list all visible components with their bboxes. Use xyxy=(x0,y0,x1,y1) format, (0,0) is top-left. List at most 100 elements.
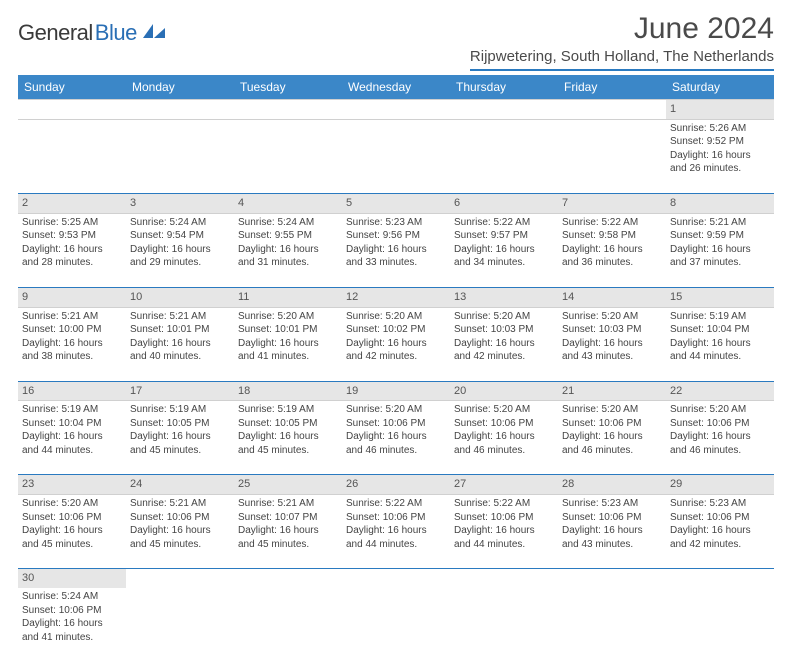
day-number: 6 xyxy=(450,193,558,213)
day-cell: Sunrise: 5:24 AMSunset: 9:55 PMDaylight:… xyxy=(234,213,342,287)
day-cell: Sunrise: 5:19 AMSunset: 10:05 PMDaylight… xyxy=(126,401,234,475)
daylight-text: Daylight: 16 hours xyxy=(346,524,446,538)
day-cell: Sunrise: 5:22 AMSunset: 9:57 PMDaylight:… xyxy=(450,213,558,287)
daylight-text: Daylight: 16 hours xyxy=(454,337,554,351)
day-cell: Sunrise: 5:24 AMSunset: 9:54 PMDaylight:… xyxy=(126,213,234,287)
sunrise-text: Sunrise: 5:20 AM xyxy=(562,310,662,324)
day-cell: Sunrise: 5:19 AMSunset: 10:04 PMDaylight… xyxy=(18,401,126,475)
sunset-text: Sunset: 9:55 PM xyxy=(238,229,338,243)
daylight-text: and 26 minutes. xyxy=(670,162,770,176)
sunset-text: Sunset: 10:06 PM xyxy=(22,511,122,525)
daylight-text: Daylight: 16 hours xyxy=(130,430,230,444)
daylight-text: Daylight: 16 hours xyxy=(238,430,338,444)
daynum-row: 23242526272829 xyxy=(18,475,774,495)
sunrise-text: Sunrise: 5:20 AM xyxy=(22,497,122,511)
day-number xyxy=(18,100,126,120)
sunset-text: Sunset: 9:59 PM xyxy=(670,229,770,243)
sunset-text: Sunset: 10:01 PM xyxy=(130,323,230,337)
daylight-text: and 45 minutes. xyxy=(130,538,230,552)
day-number: 19 xyxy=(342,381,450,401)
calendar-page: General Blue June 2024 Rijpwetering, Sou… xyxy=(0,0,792,662)
daylight-text: and 31 minutes. xyxy=(238,256,338,270)
sunrise-text: Sunrise: 5:20 AM xyxy=(454,403,554,417)
day-cell: Sunrise: 5:21 AMSunset: 10:01 PMDaylight… xyxy=(126,307,234,381)
sunrise-text: Sunrise: 5:23 AM xyxy=(346,216,446,230)
day-number: 23 xyxy=(18,475,126,495)
sunset-text: Sunset: 10:05 PM xyxy=(238,417,338,431)
page-header: General Blue June 2024 Rijpwetering, Sou… xyxy=(18,12,774,71)
daylight-text: Daylight: 16 hours xyxy=(670,524,770,538)
day-number xyxy=(666,569,774,588)
day-number: 25 xyxy=(234,475,342,495)
day-number xyxy=(126,100,234,120)
day-number: 8 xyxy=(666,193,774,213)
sunrise-text: Sunrise: 5:19 AM xyxy=(670,310,770,324)
day-cell: Sunrise: 5:22 AMSunset: 9:58 PMDaylight:… xyxy=(558,213,666,287)
day-cell: Sunrise: 5:21 AMSunset: 10:00 PMDaylight… xyxy=(18,307,126,381)
sunset-text: Sunset: 10:06 PM xyxy=(22,604,122,618)
sunrise-text: Sunrise: 5:22 AM xyxy=(562,216,662,230)
day-number: 29 xyxy=(666,475,774,495)
day-number: 11 xyxy=(234,287,342,307)
sunset-text: Sunset: 10:03 PM xyxy=(562,323,662,337)
day-cell: Sunrise: 5:21 AMSunset: 10:06 PMDaylight… xyxy=(126,495,234,569)
sunset-text: Sunset: 10:06 PM xyxy=(346,511,446,525)
sunrise-text: Sunrise: 5:20 AM xyxy=(346,310,446,324)
daylight-text: and 34 minutes. xyxy=(454,256,554,270)
day-cell: Sunrise: 5:20 AMSunset: 10:06 PMDaylight… xyxy=(450,401,558,475)
day-number xyxy=(450,569,558,588)
sunrise-text: Sunrise: 5:22 AM xyxy=(346,497,446,511)
day-cell xyxy=(126,588,234,662)
day-cell xyxy=(18,119,126,193)
sunset-text: Sunset: 10:03 PM xyxy=(454,323,554,337)
day-number: 18 xyxy=(234,381,342,401)
sunrise-text: Sunrise: 5:20 AM xyxy=(562,403,662,417)
day-content-row: Sunrise: 5:25 AMSunset: 9:53 PMDaylight:… xyxy=(18,213,774,287)
day-cell: Sunrise: 5:26 AMSunset: 9:52 PMDaylight:… xyxy=(666,119,774,193)
daylight-text: Daylight: 16 hours xyxy=(562,430,662,444)
sunrise-text: Sunrise: 5:20 AM xyxy=(346,403,446,417)
day-number: 12 xyxy=(342,287,450,307)
sunrise-text: Sunrise: 5:22 AM xyxy=(454,497,554,511)
daynum-row: 9101112131415 xyxy=(18,287,774,307)
sunset-text: Sunset: 10:04 PM xyxy=(670,323,770,337)
day-cell: Sunrise: 5:20 AMSunset: 10:03 PMDaylight… xyxy=(450,307,558,381)
sunset-text: Sunset: 10:07 PM xyxy=(238,511,338,525)
day-content-row: Sunrise: 5:24 AMSunset: 10:06 PMDaylight… xyxy=(18,588,774,662)
sunset-text: Sunset: 9:52 PM xyxy=(670,135,770,149)
day-cell: Sunrise: 5:23 AMSunset: 9:56 PMDaylight:… xyxy=(342,213,450,287)
title-block: June 2024 Rijpwetering, South Holland, T… xyxy=(470,12,774,71)
daylight-text: Daylight: 16 hours xyxy=(670,149,770,163)
day-cell: Sunrise: 5:23 AMSunset: 10:06 PMDaylight… xyxy=(558,495,666,569)
sunrise-text: Sunrise: 5:19 AM xyxy=(238,403,338,417)
day-number xyxy=(126,569,234,588)
sunset-text: Sunset: 9:58 PM xyxy=(562,229,662,243)
day-cell xyxy=(342,119,450,193)
day-number: 14 xyxy=(558,287,666,307)
daylight-text: Daylight: 16 hours xyxy=(562,337,662,351)
sunrise-text: Sunrise: 5:24 AM xyxy=(238,216,338,230)
daylight-text: and 44 minutes. xyxy=(22,444,122,458)
header-tue: Tuesday xyxy=(234,75,342,100)
sunrise-text: Sunrise: 5:21 AM xyxy=(238,497,338,511)
day-cell: Sunrise: 5:19 AMSunset: 10:05 PMDaylight… xyxy=(234,401,342,475)
sunset-text: Sunset: 9:53 PM xyxy=(22,229,122,243)
sunrise-text: Sunrise: 5:25 AM xyxy=(22,216,122,230)
header-mon: Monday xyxy=(126,75,234,100)
daylight-text: Daylight: 16 hours xyxy=(238,337,338,351)
daylight-text: and 45 minutes. xyxy=(130,444,230,458)
sail-icon xyxy=(141,22,167,40)
sunrise-text: Sunrise: 5:19 AM xyxy=(22,403,122,417)
daylight-text: and 45 minutes. xyxy=(238,444,338,458)
sunrise-text: Sunrise: 5:21 AM xyxy=(130,497,230,511)
daylight-text: and 46 minutes. xyxy=(346,444,446,458)
day-cell xyxy=(450,588,558,662)
day-cell: Sunrise: 5:20 AMSunset: 10:02 PMDaylight… xyxy=(342,307,450,381)
sunset-text: Sunset: 10:06 PM xyxy=(562,511,662,525)
day-number xyxy=(342,569,450,588)
sunset-text: Sunset: 10:04 PM xyxy=(22,417,122,431)
day-number: 22 xyxy=(666,381,774,401)
daylight-text: Daylight: 16 hours xyxy=(22,524,122,538)
sunset-text: Sunset: 10:05 PM xyxy=(130,417,230,431)
daylight-text: and 40 minutes. xyxy=(130,350,230,364)
